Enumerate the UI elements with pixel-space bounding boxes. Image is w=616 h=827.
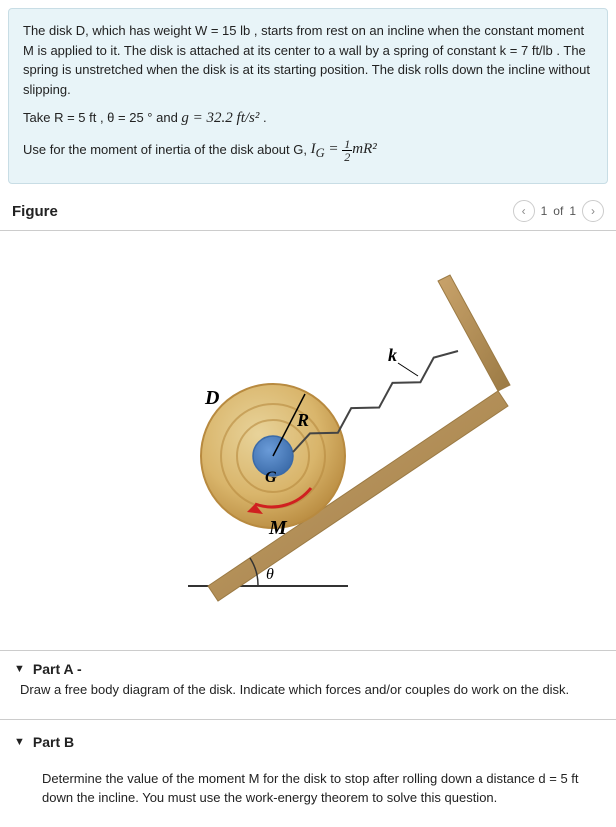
given-suffix: . (259, 110, 266, 125)
svg-text:θ: θ (266, 566, 274, 583)
pager-of: of (553, 204, 563, 218)
svg-text:k: k (388, 345, 397, 365)
part-b-header[interactable]: ▼ Part B (14, 734, 602, 750)
disk-incline-figure: θ R D G Mk (98, 241, 518, 641)
svg-text:M: M (268, 517, 288, 539)
problem-text-2: Take R = 5 ft , θ = 25 ° and g = 32.2 ft… (23, 107, 593, 130)
svg-text:D: D (204, 387, 219, 409)
part-a-desc: Draw a free body diagram of the disk. In… (20, 681, 602, 699)
divider (0, 719, 616, 720)
problem-text-1: The disk D, which has weight W = 15 lb ,… (23, 21, 593, 99)
part-a-label: Part A - (33, 661, 82, 677)
inertia-eq: = (325, 141, 343, 157)
figure-header: Figure ‹ 1 of 1 › (0, 192, 616, 231)
part-a-header[interactable]: ▼ Part A - (14, 661, 602, 677)
pager-current: 1 (541, 204, 548, 218)
inertia-mR2: mR² (352, 141, 377, 157)
pager-total: 1 (569, 204, 576, 218)
inertia-frac: 12 (342, 138, 352, 163)
problem-statement: The disk D, which has weight W = 15 lb ,… (8, 8, 608, 184)
collapse-icon: ▼ (14, 663, 25, 675)
part-b-desc: Determine the value of the moment M for … (42, 754, 602, 816)
pager-prev-button[interactable]: ‹ (513, 200, 535, 222)
part-a: ▼ Part A - Draw a free body diagram of t… (0, 651, 616, 715)
figure-title: Figure (12, 203, 58, 220)
given-prefix: Take R = 5 ft , θ = 25 ° and (23, 110, 181, 125)
part-b-label: Part B (33, 734, 74, 750)
svg-text:G: G (265, 469, 277, 486)
inertia-prefix: Use for the moment of inertia of the dis… (23, 141, 311, 156)
svg-text:R: R (296, 410, 309, 430)
inertia-G: G (316, 146, 325, 160)
figure-area: θ R D G Mk (0, 231, 616, 651)
pager-next-button[interactable]: › (582, 200, 604, 222)
figure-pager: ‹ 1 of 1 › (513, 200, 604, 222)
collapse-icon: ▼ (14, 736, 25, 748)
problem-text-3: Use for the moment of inertia of the dis… (23, 138, 593, 164)
inertia-formula: IG = 12mR² (311, 141, 377, 157)
part-b: ▼ Part B Determine the value of the mome… (0, 724, 616, 826)
given-g: g = 32.2 ft/s² (181, 110, 259, 126)
